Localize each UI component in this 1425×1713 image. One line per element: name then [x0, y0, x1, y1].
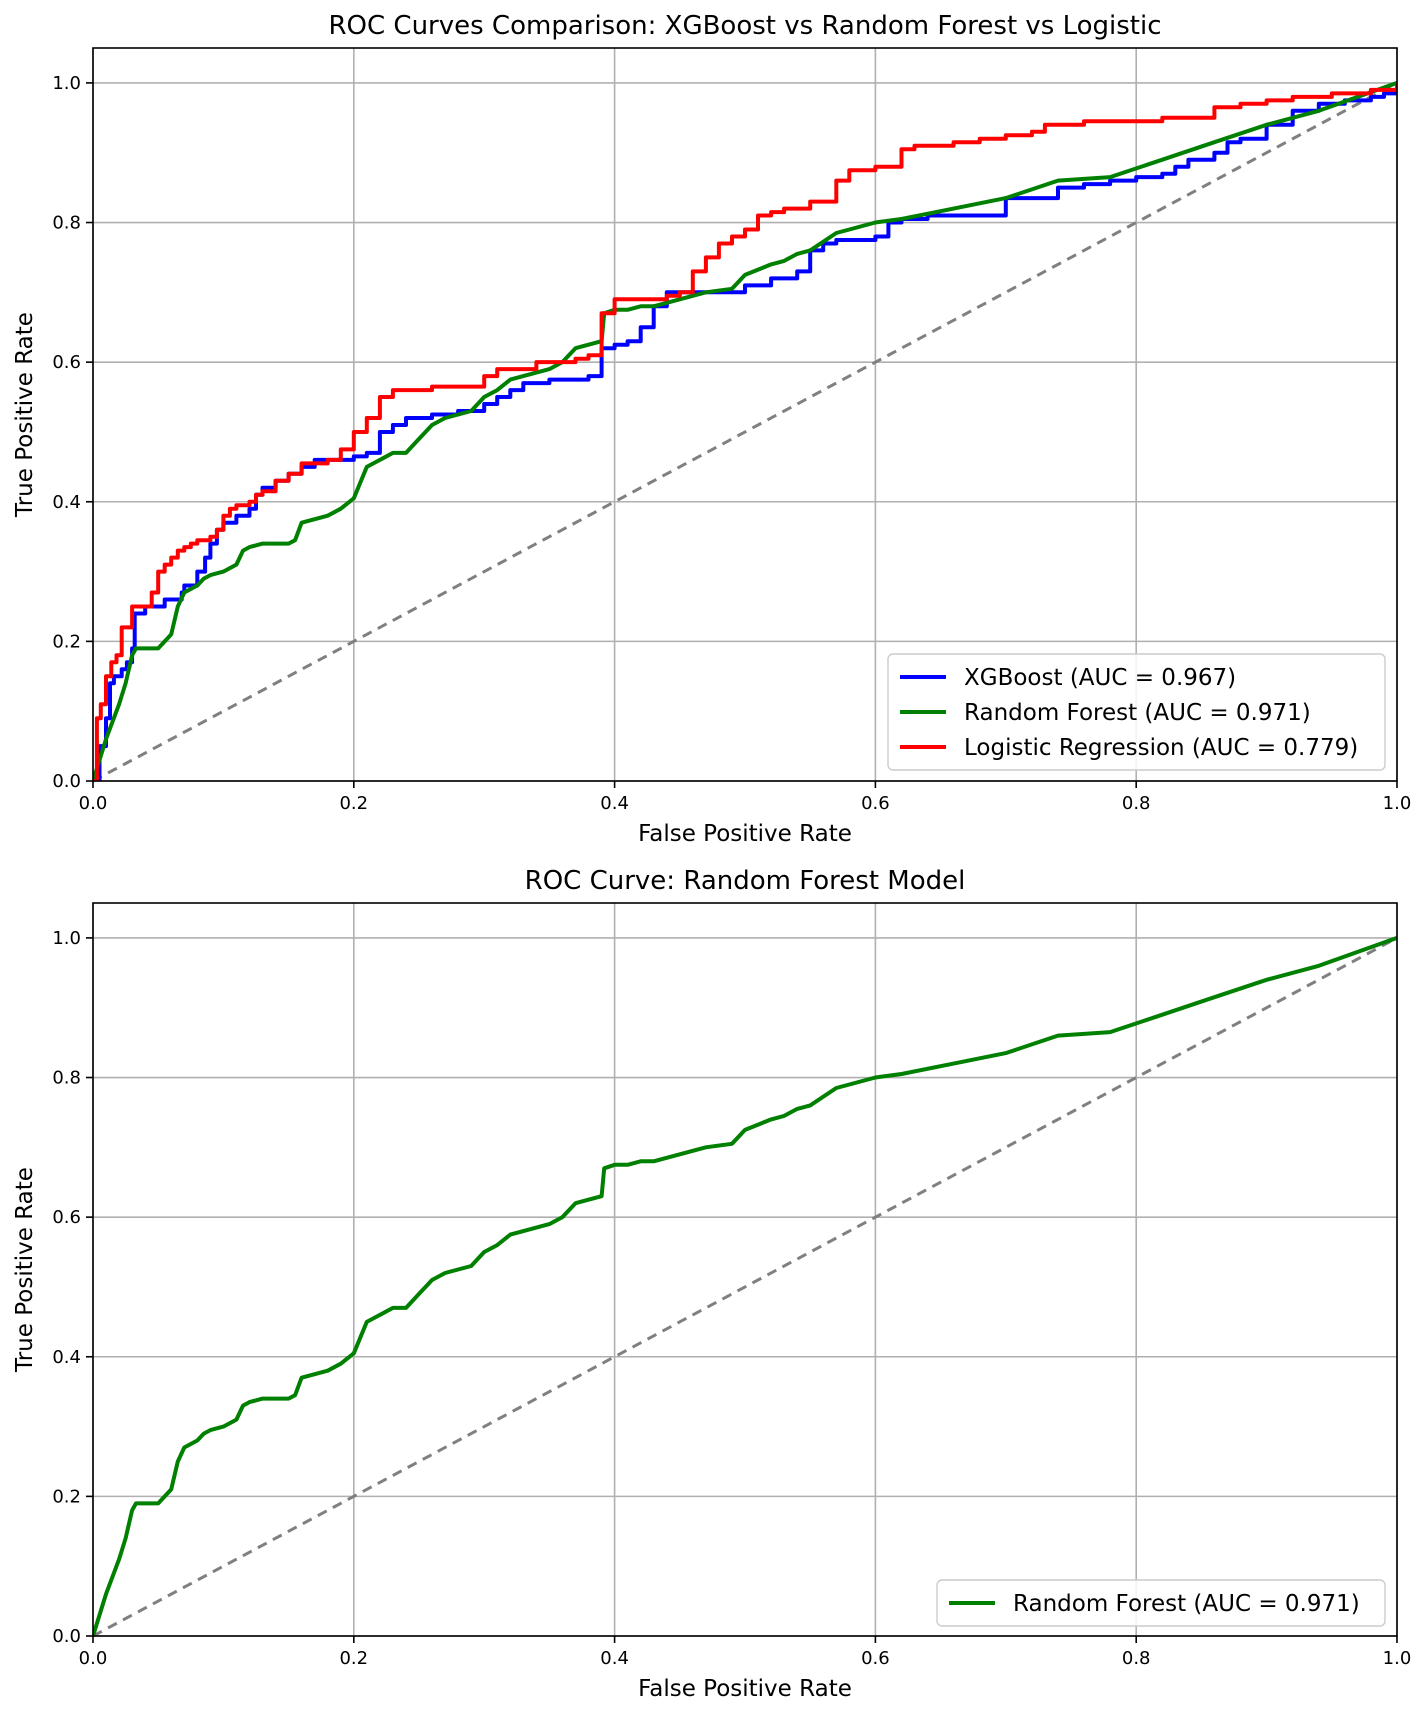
x-tick-label: 0.0: [79, 793, 108, 814]
plot-frame: [92, 47, 1398, 782]
chance-diagonal-line: [92, 936, 1398, 1638]
plot-frame: [92, 902, 1398, 1637]
chart-title: ROC Curve: Random Forest Model: [525, 866, 966, 896]
y-axis-label: True Positive Rate: [12, 1167, 38, 1373]
y-tick-label: 0.2: [52, 1486, 81, 1507]
legend-entry-label: Logistic Regression (AUC = 0.779): [964, 735, 1358, 761]
chart-title: ROC Curves Comparison: XGBoost vs Random…: [328, 11, 1161, 41]
y-tick-label: 0.0: [52, 1626, 81, 1647]
x-tick-label: 0.8: [1122, 793, 1151, 814]
legend-entry-label: XGBoost (AUC = 0.967): [964, 665, 1236, 691]
x-tick-label: 0.8: [1122, 1648, 1151, 1669]
x-tick-label: 0.0: [79, 1648, 108, 1669]
legend-entry-label: Random Forest (AUC = 0.971): [964, 700, 1311, 726]
y-tick-label: 0.2: [52, 631, 81, 652]
x-tick-label: 0.6: [861, 1648, 890, 1669]
y-tick-label: 1.0: [52, 73, 81, 94]
y-tick-label: 0.6: [52, 1207, 81, 1228]
chart-2: 0.0 0.2 0.4 0.6 0.8 1.0 0.0 0.2 0.4 0.6 0.8 1.0 ROC …: [12, 866, 1411, 1702]
x-tick-label: 0.2: [339, 793, 368, 814]
y-tick-label: 0.6: [52, 352, 81, 373]
y-tick-label: 0.4: [52, 1347, 81, 1368]
legend: Random Forest (AUC = 0.971): [936, 1579, 1386, 1627]
x-tick-label: 0.2: [339, 1648, 368, 1669]
series-line-2: [93, 81, 1397, 781]
x-axis-label: False Positive Rate: [638, 1676, 852, 1702]
legend-entry-label: Random Forest (AUC = 0.971): [1013, 1591, 1360, 1617]
series-line-1: [93, 82, 1397, 781]
legend-box: [936, 1579, 1386, 1627]
legend-box: [887, 653, 1386, 771]
x-tick-label: 1.0: [1383, 1648, 1412, 1669]
chart-1: 0.0 0.2 0.4 0.6 0.8 1.0 0.0 0.2 0.4 0.6 0.8 1.0 ROC …: [12, 11, 1411, 847]
x-tick-label: 0.6: [861, 793, 890, 814]
x-tick-label: 0.4: [600, 793, 629, 814]
x-axis-label: False Positive Rate: [638, 821, 852, 847]
y-tick-label: 1.0: [52, 928, 81, 949]
y-tick-label: 0.0: [52, 771, 81, 792]
series-line-1: [93, 936, 1397, 1636]
x-tick-label: 1.0: [1383, 793, 1412, 814]
y-axis-label: True Positive Rate: [12, 312, 38, 518]
y-tick-label: 0.8: [52, 1068, 81, 1089]
series-line-3: [93, 82, 1397, 781]
chance-diagonal-line: [92, 81, 1398, 783]
legend: XGBoost (AUC = 0.967) Random Forest (AUC …: [887, 653, 1386, 771]
y-tick-label: 0.4: [52, 492, 81, 513]
x-tick-label: 0.4: [600, 1648, 629, 1669]
y-tick-label: 0.8: [52, 213, 81, 234]
